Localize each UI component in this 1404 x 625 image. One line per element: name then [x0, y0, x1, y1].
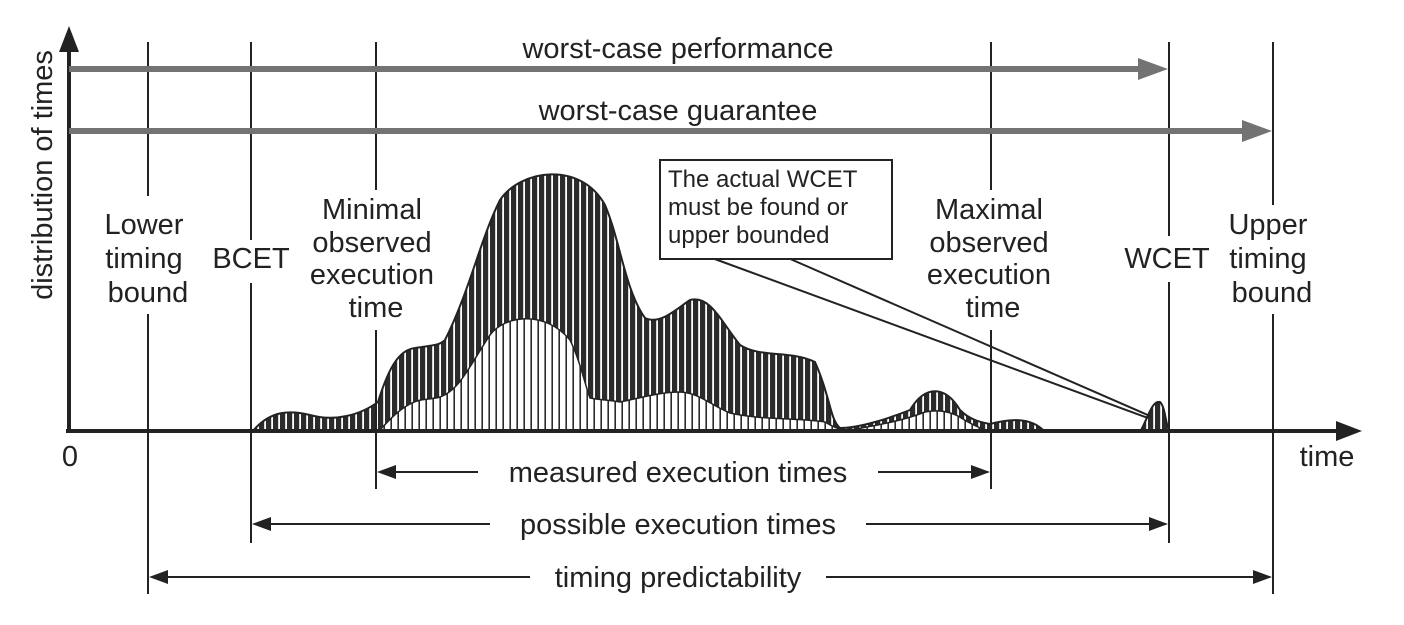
possible-arrowhead-left [252, 517, 271, 531]
measured-execution-times-label: measured execution times [509, 457, 848, 489]
min-observed-label: Minimal observed execution time [310, 194, 442, 324]
measured-arrowhead-left [377, 465, 396, 479]
predictability-arrowhead-left [149, 570, 168, 584]
predictability-arrowhead-right [1253, 570, 1272, 584]
possible-execution-times-label: possible execution times [520, 509, 836, 541]
worst-case-guarantee-arrowhead [1242, 120, 1272, 142]
upper-timing-bound-label: Upper timing bound [1228, 209, 1315, 309]
max-observed-label: Maximal observed execution time [927, 194, 1059, 324]
x-axis-arrowhead [1336, 421, 1362, 441]
measured-times-distribution [376, 318, 991, 433]
measured-arrowhead-right [971, 465, 990, 479]
y-axis-label: distribution of times [27, 50, 59, 300]
performance-label-backdrop [480, 38, 880, 68]
timing-predictability-label: timing predictability [555, 562, 802, 594]
y-axis-arrowhead [59, 26, 79, 52]
possible-arrowhead-right [1149, 517, 1168, 531]
callout-text: The actual WCET must be found or upper b… [668, 166, 864, 249]
origin-label: 0 [62, 441, 78, 473]
callout-pointer-left [711, 257, 1149, 419]
worst-case-performance-label: worst-case performance [521, 33, 833, 65]
worst-case-performance-arrowhead [1138, 58, 1168, 80]
callout-pointer-right [787, 257, 1151, 417]
worst-case-guarantee-label: worst-case guarantee [538, 95, 818, 127]
callout-box [659, 159, 893, 260]
bcet-label: BCET [212, 243, 290, 275]
wcet-label: WCET [1124, 243, 1210, 275]
lower-timing-bound-label: Lower timing bound [104, 209, 191, 309]
x-axis-label: time [1300, 441, 1355, 473]
